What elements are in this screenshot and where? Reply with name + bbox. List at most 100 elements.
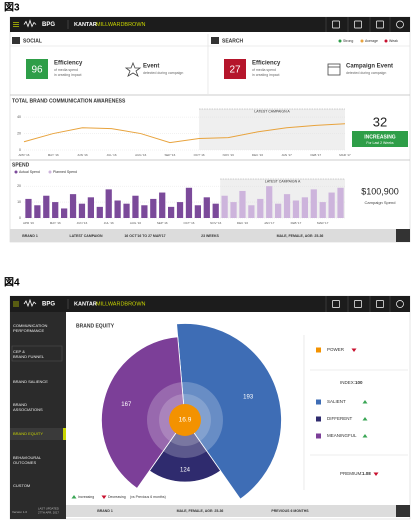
status-note: For Last 2 Weeks [366,141,394,145]
score-value: 27 [229,65,241,76]
awareness-line [23,123,346,144]
power-value: 16.9 [179,417,192,424]
home-button[interactable] [376,300,384,308]
x-tick-label: NOV '16 [223,153,235,157]
logo [23,19,37,28]
equity-sector [176,323,282,500]
x-tick-label: DEC '16 [237,221,248,225]
filter-button[interactable] [332,300,340,308]
spend-bar [194,205,201,218]
premium-value: 1.08 [362,471,371,476]
settings-button[interactable] [396,20,404,29]
score-value: 96 [31,65,43,76]
nav-item[interactable]: BRAND EQUITY [13,431,43,436]
nav-item[interactable]: CEP & [13,349,25,354]
legend-dot [48,170,52,174]
figure-label: 図3 [4,2,20,14]
spend-bar [87,197,94,218]
spend-bar [328,192,335,218]
y-tick-label: 20 [17,184,21,188]
x-tick-label: OCT '16 [183,221,194,225]
spend-bar [43,195,50,218]
section-title: BRAND EQUITY [76,323,115,329]
spend-bar [212,203,219,218]
x-tick-label: JUN '16 [77,221,88,225]
nav-item[interactable]: BEHAVIOURAL [13,455,42,460]
x-tick-label: FEB '17 [311,153,322,157]
x-tick-label: MAR '17 [317,221,329,225]
nav-item[interactable]: CUSTOM [13,483,30,488]
event-title: Event [143,64,159,70]
index-value: 100 [355,380,363,385]
spend-bar [283,194,291,218]
section-title: SEARCH [222,38,244,44]
nav-item[interactable]: BRAND [13,402,27,407]
legend-label: Planned Spend [53,170,77,174]
power-core [169,404,201,436]
tile-desc: in creating impact [252,73,279,77]
home-button[interactable] [376,20,384,29]
footer-button[interactable] [396,229,410,242]
nav-active-marker [63,428,66,440]
legend-dot [338,39,342,43]
legend-dot [360,39,364,43]
spend-bar [159,192,166,218]
tile-title: Efficiency [54,61,83,67]
spend-total: $100,900 [361,186,399,196]
legend-swatch [316,399,321,405]
spend-bar [230,202,237,218]
spend-bar [310,189,317,218]
footer-value: PREVIOUS 6 MONTHS [271,509,309,513]
download-button[interactable] [354,300,362,308]
nav-item[interactable]: BRAND FUNNEL [13,354,45,359]
footer-value: BRAND 1 [97,509,113,513]
section-icon [12,37,20,44]
filter-button[interactable] [332,20,340,29]
brand-logo: MILLWARDBROWN [96,301,146,307]
x-tick-label: APR '16 [23,221,34,225]
spend-bar [221,195,228,218]
trend-arrow [362,434,368,438]
x-tick-label: JAN '17 [264,221,275,225]
spend-bar [239,190,246,218]
spend-bar [301,197,308,218]
nav-active [10,428,66,440]
sector-value: 167 [121,402,132,408]
nav-item[interactable]: ASSOCIATIONS [13,407,43,412]
top-bar [10,296,410,312]
footer-value: LATEST CAMPAIGN [69,234,103,238]
download-button[interactable] [354,20,362,29]
section-title: SPEND [12,162,30,168]
settings-button[interactable] [396,300,404,308]
spend-bar [69,194,77,218]
legend-swatch [316,347,321,353]
nav-item[interactable]: COMMUNICATION [13,323,47,328]
nav-item[interactable]: BRAND SALIENCE [13,379,48,384]
footer-button[interactable] [396,505,410,517]
legend-swatch [316,433,321,439]
legend-note: (vs Previous 6 months) [130,495,166,499]
spend-bar [248,205,255,218]
x-tick-label: OCT '16 [194,153,205,157]
spend-bar [292,200,300,218]
footer-value: MALE, FEMALE, AGE: 25-36 [177,509,224,513]
nav-item[interactable]: OUTCOMES [13,460,36,465]
x-tick-label: JUN '16 [77,153,88,157]
app-name: BPG [42,22,55,28]
x-tick-label: APR '16 [19,153,30,157]
sidebar [10,312,66,519]
footer-bar [66,505,410,517]
legend-swatch [316,416,321,422]
brand-logo: KANTAR [74,22,97,28]
spend-bar [337,187,344,218]
x-tick-label: SEP '16 [157,221,168,225]
y-tick-label: 10 [17,200,21,204]
spend-bar [319,202,326,218]
x-tick-label: NOV '16 [210,221,222,225]
nav-item[interactable]: PERFORMANCE [13,328,44,333]
legend-label: DIFFERENT [327,416,353,421]
legend-label: SALIENT [327,399,346,404]
equity-sector [148,419,222,483]
status-label: INCREASING [364,134,396,140]
